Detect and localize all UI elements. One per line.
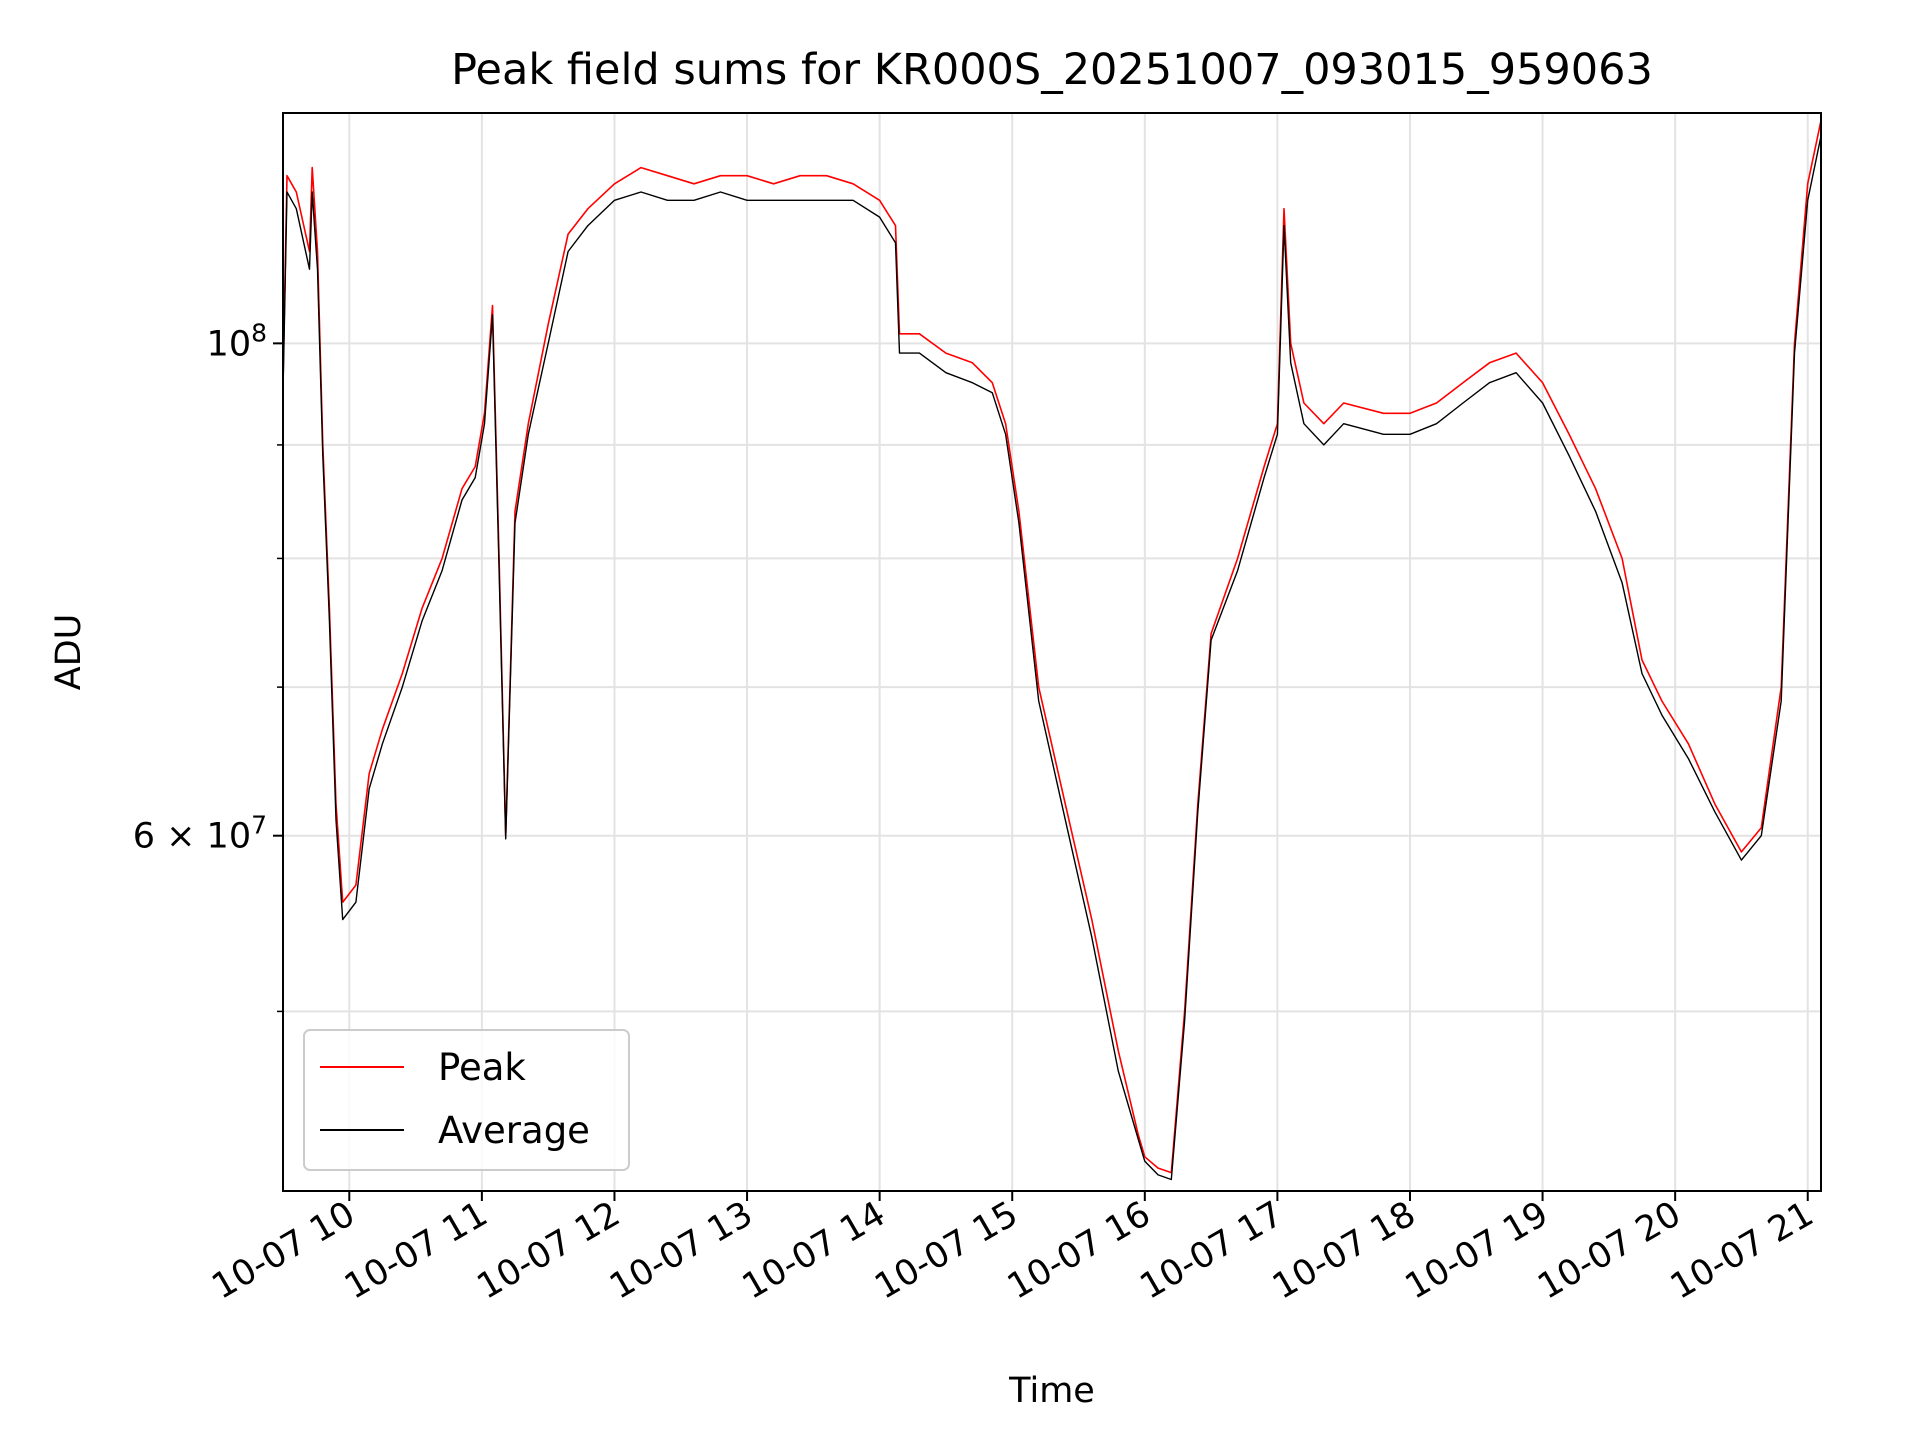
plot-frame: [282, 112, 1822, 1192]
legend-label-peak: Peak: [438, 1046, 526, 1089]
grid: [283, 113, 1821, 1191]
y-axis-label: ADU: [49, 614, 89, 691]
legend-box: [303, 1029, 630, 1171]
series-line-average: [282, 135, 1822, 1181]
legend: Peak Average: [303, 1029, 630, 1171]
series-line-peak: [282, 120, 1822, 1174]
x-axis-label: Time: [1008, 1371, 1095, 1411]
series-group: [282, 120, 1822, 1181]
chart-title: Peak field sums for KR000S_20251007_0930…: [451, 45, 1653, 95]
legend-label-average: Average: [438, 1109, 590, 1152]
y-tick-label: 6 × 107: [133, 810, 267, 857]
